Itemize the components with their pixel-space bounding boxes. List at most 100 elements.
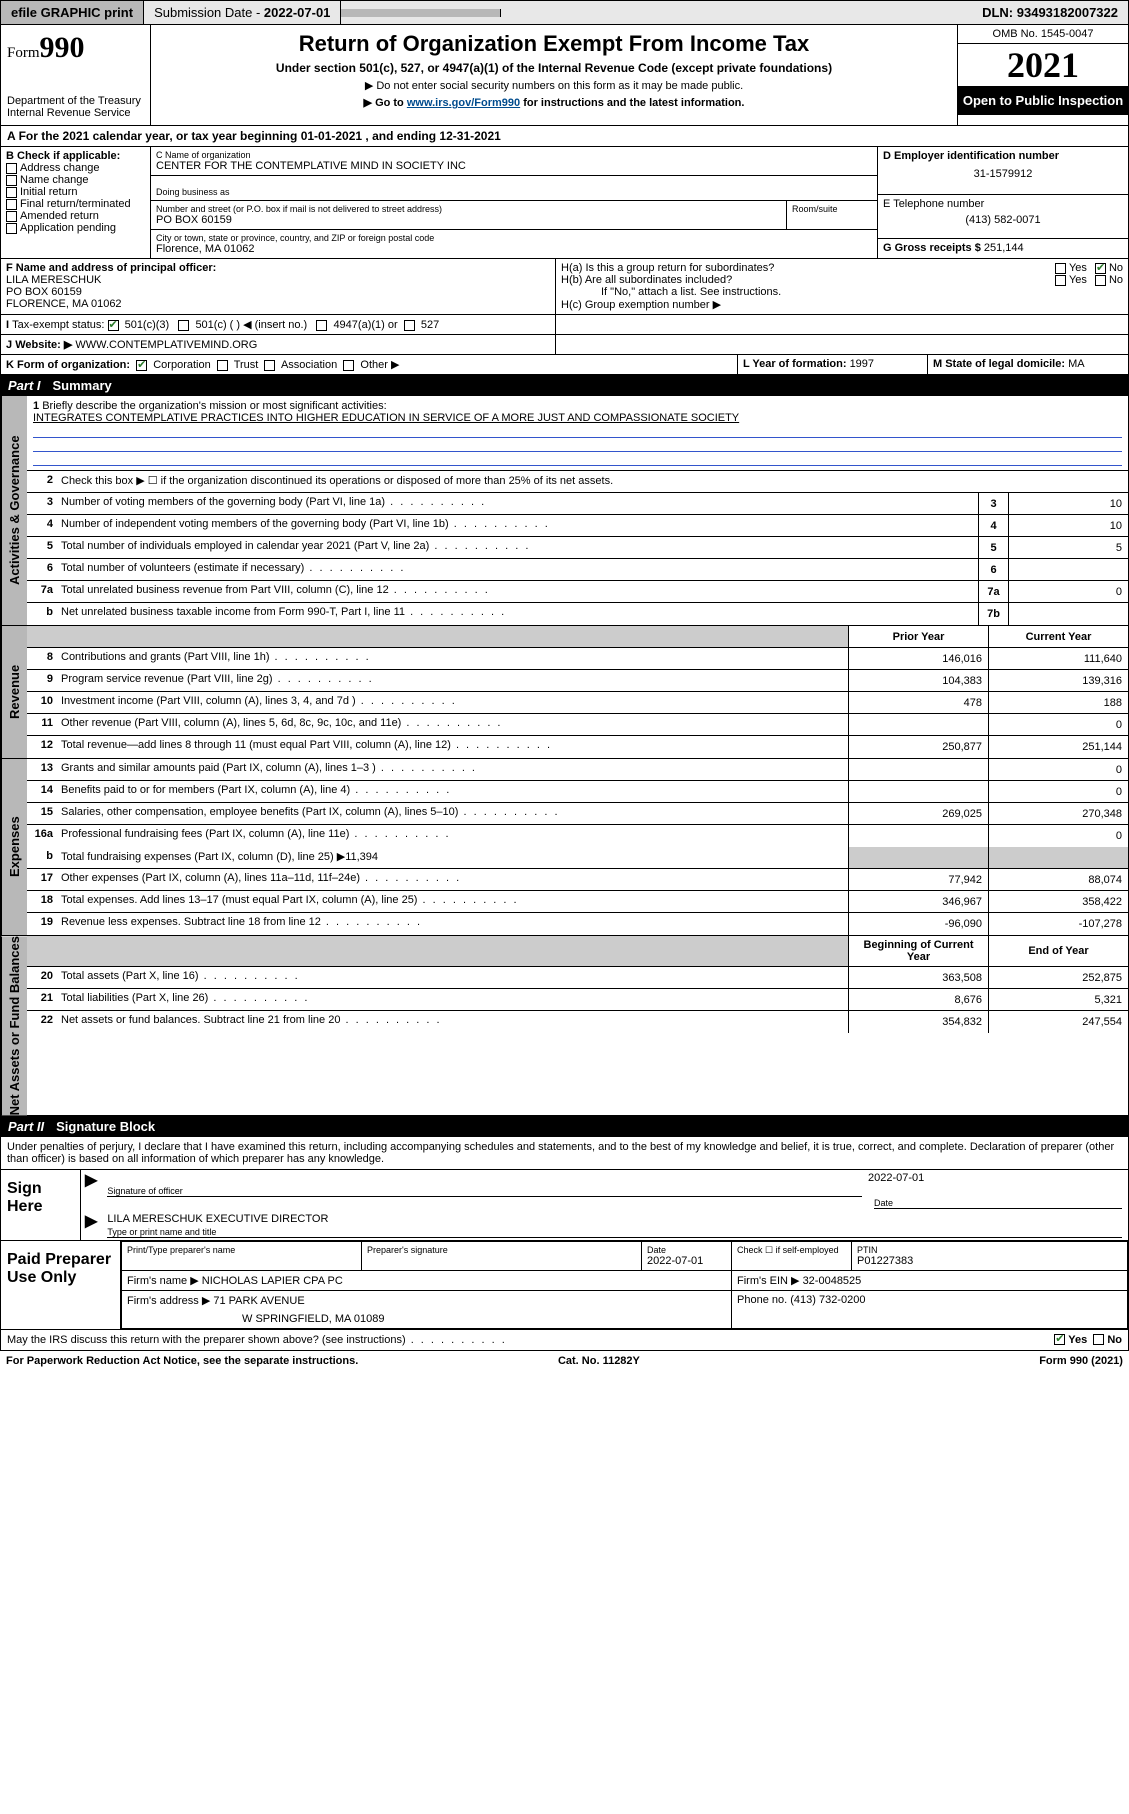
line-15: 15 Salaries, other compensation, employe…: [27, 803, 1128, 825]
section-h: H(a) Is this a group return for subordin…: [556, 259, 1128, 314]
mission-label: Briefly describe the organization's miss…: [42, 400, 386, 412]
cb-final-return[interactable]: Final return/terminated: [6, 198, 145, 210]
org-form-row: K Form of organization: Corporation Trus…: [0, 355, 1129, 375]
line-10: 10 Investment income (Part VIII, column …: [27, 692, 1128, 714]
ein-cell: D Employer identification number 31-1579…: [878, 147, 1128, 195]
part2-header: Part II Signature Block: [0, 1116, 1129, 1137]
org-name-cell: C Name of organization CENTER FOR THE CO…: [151, 147, 877, 176]
state-domicile: M State of legal domicile: MA: [928, 355, 1128, 374]
arrow-icon: ▶: [81, 1211, 101, 1240]
instructions-link-line: ▶ Go to www.irs.gov/Form990 for instruct…: [157, 96, 951, 109]
irs-label: Internal Revenue Service: [7, 107, 144, 119]
paid-preparer-block: Paid Preparer Use Only Print/Type prepar…: [0, 1241, 1129, 1330]
line-8: 8 Contributions and grants (Part VIII, l…: [27, 648, 1128, 670]
cb-application-pending[interactable]: Application pending: [6, 222, 145, 234]
cb-hb-no[interactable]: [1095, 275, 1106, 286]
revenue-section: Revenue Prior Year Current Year 8 Contri…: [0, 626, 1129, 759]
cb-address-change[interactable]: Address change: [6, 162, 145, 174]
col-end-year: End of Year: [988, 936, 1128, 966]
form-subtitle: Under section 501(c), 527, or 4947(a)(1)…: [157, 61, 951, 75]
netassets-section: Net Assets or Fund Balances Beginning of…: [0, 936, 1129, 1116]
top-toolbar: efile GRAPHIC print Submission Date - 20…: [0, 0, 1129, 25]
sign-here-label: Sign Here: [1, 1170, 81, 1240]
submission-date: Submission Date - 2022-07-01: [144, 1, 341, 24]
dba-cell: Doing business as: [151, 176, 877, 201]
tax-status-row: I Tax-exempt status: 501(c)(3) 501(c) ( …: [0, 315, 1129, 335]
governance-section: Activities & Governance 1 Briefly descri…: [0, 396, 1129, 626]
line-16a: 16a Professional fundraising fees (Part …: [27, 825, 1128, 847]
line-b: b Net unrelated business taxable income …: [27, 603, 1128, 625]
line-20: 20 Total assets (Part X, line 16) 363,50…: [27, 967, 1128, 989]
cb-501c[interactable]: [178, 320, 189, 331]
cb-discuss-yes[interactable]: [1054, 1334, 1065, 1345]
page-footer: For Paperwork Reduction Act Notice, see …: [0, 1351, 1129, 1371]
tab-netassets: Net Assets or Fund Balances: [1, 936, 27, 1115]
cb-assoc[interactable]: [264, 360, 275, 371]
line-12: 12 Total revenue—add lines 8 through 11 …: [27, 736, 1128, 758]
irs-link[interactable]: www.irs.gov/Form990: [407, 97, 520, 109]
cb-initial-return[interactable]: Initial return: [6, 186, 145, 198]
officer-name: LILA MERESCHUK EXECUTIVE DIRECTOR: [101, 1211, 1128, 1225]
cb-4947[interactable]: [316, 320, 327, 331]
form-header: Form990 Department of the Treasury Inter…: [0, 25, 1129, 126]
cb-trust[interactable]: [217, 360, 228, 371]
col-begin-year: Beginning of Current Year: [848, 936, 988, 966]
website-row: J Website: ▶ WWW.CONTEMPLATIVEMIND.ORG: [0, 335, 1129, 355]
arrow-icon: ▶: [81, 1170, 101, 1211]
tax-period-row: A For the 2021 calendar year, or tax yea…: [0, 126, 1129, 147]
officer-group-block: F Name and address of principal officer:…: [0, 259, 1129, 315]
cb-discuss-no[interactable]: [1093, 1334, 1104, 1345]
expenses-section: Expenses 13 Grants and similar amounts p…: [0, 759, 1129, 936]
cb-ha-yes[interactable]: [1055, 263, 1066, 274]
dln: DLN: 93493182007322: [972, 1, 1128, 24]
section-b-checkboxes: B Check if applicable: Address change Na…: [1, 147, 151, 258]
sign-here-block: Sign Here ▶ Signature of officer 2022-07…: [0, 1170, 1129, 1241]
line-2: Check this box ▶ ☐ if the organization d…: [57, 471, 1128, 492]
cb-name-change[interactable]: Name change: [6, 174, 145, 186]
line-14: 14 Benefits paid to or for members (Part…: [27, 781, 1128, 803]
efile-print-button[interactable]: efile GRAPHIC print: [1, 1, 144, 24]
line-19: 19 Revenue less expenses. Subtract line …: [27, 913, 1128, 935]
section-f: F Name and address of principal officer:…: [1, 259, 556, 314]
line-21: 21 Total liabilities (Part X, line 26) 8…: [27, 989, 1128, 1011]
open-to-public: Open to Public Inspection: [958, 87, 1128, 115]
line-18: 18 Total expenses. Add lines 13–17 (must…: [27, 891, 1128, 913]
paid-preparer-label: Paid Preparer Use Only: [1, 1241, 121, 1329]
cb-527[interactable]: [404, 320, 415, 331]
cb-hb-yes[interactable]: [1055, 275, 1066, 286]
line-16b: Total fundraising expenses (Part IX, col…: [57, 847, 848, 868]
blank-button[interactable]: [341, 9, 501, 17]
year-formation: L Year of formation: 1997: [738, 355, 928, 374]
cb-amended-return[interactable]: Amended return: [6, 210, 145, 222]
line-11: 11 Other revenue (Part VIII, column (A),…: [27, 714, 1128, 736]
line-6: 6 Total number of volunteers (estimate i…: [27, 559, 1128, 581]
line-13: 13 Grants and similar amounts paid (Part…: [27, 759, 1128, 781]
tax-year: 2021: [958, 44, 1128, 87]
cb-ha-no[interactable]: [1095, 263, 1106, 274]
dept-treasury: Department of the Treasury: [7, 95, 144, 107]
form-title: Return of Organization Exempt From Incom…: [157, 31, 951, 57]
line-4: 4 Number of independent voting members o…: [27, 515, 1128, 537]
part1-header: Part I Summary: [0, 375, 1129, 396]
street-cell: Number and street (or P.O. box if mail i…: [151, 201, 877, 230]
cb-corp[interactable]: [136, 360, 147, 371]
line-3: 3 Number of voting members of the govern…: [27, 493, 1128, 515]
tab-governance: Activities & Governance: [1, 396, 27, 625]
omb-number: OMB No. 1545-0047: [958, 25, 1128, 44]
discuss-row: May the IRS discuss this return with the…: [0, 1330, 1129, 1351]
line-7a: 7a Total unrelated business revenue from…: [27, 581, 1128, 603]
col-prior-year: Prior Year: [848, 626, 988, 647]
preparer-table: Print/Type preparer's name Preparer's si…: [121, 1241, 1128, 1329]
officer-signature-line[interactable]: Signature of officer: [107, 1172, 862, 1197]
tab-revenue: Revenue: [1, 626, 27, 758]
cb-other[interactable]: [343, 360, 354, 371]
gross-receipts-cell: G Gross receipts $ 251,144: [878, 239, 1128, 257]
tab-expenses: Expenses: [1, 759, 27, 935]
mission-text: INTEGRATES CONTEMPLATIVE PRACTICES INTO …: [33, 412, 1122, 424]
cb-501c3[interactable]: [108, 320, 119, 331]
phone-cell: E Telephone number (413) 582-0071: [878, 195, 1128, 239]
ssn-warning: ▶ Do not enter social security numbers o…: [157, 79, 951, 92]
entity-info-block: B Check if applicable: Address change Na…: [0, 147, 1129, 259]
org-name: CENTER FOR THE CONTEMPLATIVE MIND IN SOC…: [156, 160, 872, 172]
col-current-year: Current Year: [988, 626, 1128, 647]
